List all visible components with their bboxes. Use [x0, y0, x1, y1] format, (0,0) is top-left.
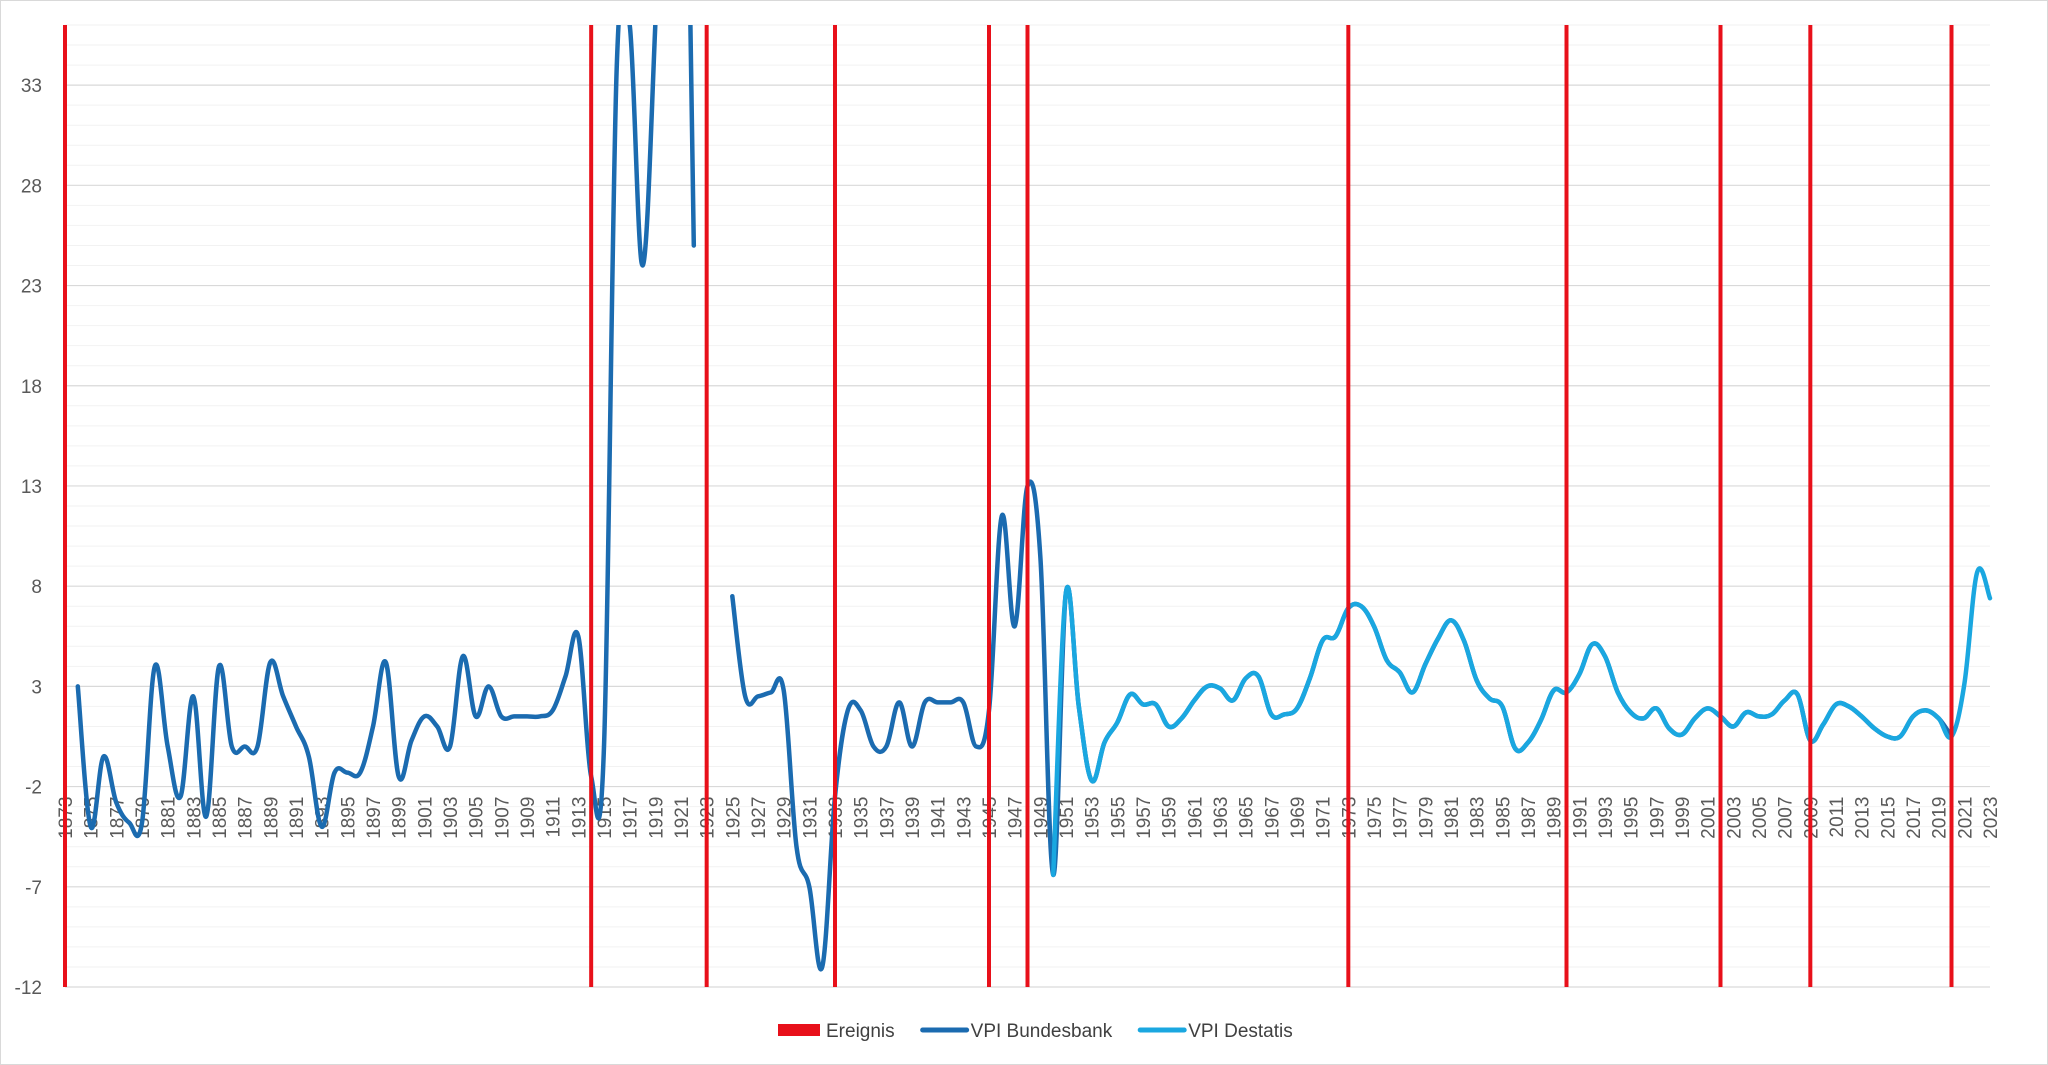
x-tick-label: 2005	[1750, 797, 1771, 839]
x-tick-label: 1989	[1545, 797, 1566, 839]
series-layer	[75, 25, 1993, 972]
x-tick-label: 1903	[441, 797, 462, 839]
x-tick-label: 1957	[1134, 797, 1155, 839]
x-tick-label: 1875	[82, 797, 103, 839]
x-tick-label: 1993	[1596, 797, 1617, 839]
y-tick-label: -2	[25, 778, 42, 799]
x-tick-label: 1917	[621, 797, 642, 839]
y-tick-label: 3	[31, 677, 42, 698]
y-tick-label: 18	[21, 377, 42, 398]
x-tick-label: 1929	[775, 797, 796, 839]
x-tick-label: 1979	[1416, 797, 1437, 839]
x-tick-label: 1899	[390, 797, 411, 839]
x-tick-label: 1997	[1647, 797, 1668, 839]
x-tick-label: 1961	[1185, 797, 1206, 839]
x-tick-label: 1991	[1570, 797, 1591, 839]
x-tick-label: 2019	[1930, 797, 1951, 839]
legend-item-destatis: VPI Destatis	[1137, 1021, 1293, 1042]
x-tick-label: 1907	[492, 797, 513, 839]
series-line-bundesbank	[75, 25, 658, 839]
y-tick-label: -7	[25, 878, 42, 899]
x-tick-label: 1881	[159, 797, 180, 839]
x-tick-label: 2023	[1981, 797, 2002, 839]
x-tick-label: 1959	[1160, 797, 1181, 839]
x-tick-label: 1971	[1314, 797, 1335, 839]
x-tick-label: 1983	[1468, 797, 1489, 839]
legend-label: VPI Bundesbank	[971, 1021, 1113, 1042]
x-tick-label: 2017	[1904, 797, 1925, 839]
x-tick-label: 2015	[1878, 797, 1899, 839]
series-line-bundesbank	[688, 25, 697, 248]
x-tick-label: 1911	[544, 797, 565, 838]
legend-label: VPI Destatis	[1188, 1021, 1293, 1042]
x-axis: 1873187518771879188118831885188718891891…	[56, 797, 2002, 839]
x-tick-label: 1977	[1391, 797, 1412, 839]
y-tick-label: 28	[21, 176, 42, 197]
x-tick-label: 1921	[672, 797, 693, 839]
x-tick-label: 1999	[1673, 797, 1694, 839]
x-tick-label: 1975	[1365, 797, 1386, 839]
x-tick-label: 1941	[929, 797, 950, 839]
x-tick-label: 1925	[723, 797, 744, 839]
y-tick-label: 8	[31, 577, 42, 598]
x-tick-label: 1969	[1288, 797, 1309, 839]
legend-label: Ereignis	[826, 1021, 895, 1042]
x-tick-label: 1985	[1493, 797, 1514, 839]
y-tick-label: 33	[21, 76, 42, 97]
x-tick-label: 1939	[903, 797, 924, 839]
x-tick-label: 1889	[261, 797, 282, 839]
legend-item-events: Ereignis	[778, 1021, 895, 1042]
x-tick-label: 1919	[646, 797, 667, 839]
x-tick-label: 1967	[1262, 797, 1283, 839]
x-tick-label: 1897	[364, 797, 385, 839]
x-tick-label: 2011	[1827, 797, 1848, 838]
x-tick-label: 1937	[877, 797, 898, 839]
x-tick-label: 1947	[1006, 797, 1027, 839]
x-tick-label: 1885	[210, 797, 231, 839]
x-tick-label: 2013	[1853, 797, 1874, 839]
x-tick-label: 1927	[749, 797, 770, 839]
x-tick-label: 1987	[1519, 797, 1540, 839]
x-tick-label: 1935	[852, 797, 873, 839]
x-tick-label: 1913	[569, 797, 590, 839]
x-tick-label: 1883	[184, 797, 205, 839]
x-tick-label: 1901	[415, 797, 436, 839]
legend-swatch-events	[778, 1024, 820, 1036]
x-tick-label: 2007	[1776, 797, 1797, 839]
x-tick-label: 1877	[107, 797, 128, 839]
series-destatis	[1050, 566, 1993, 878]
y-tick-label: -12	[15, 978, 42, 999]
x-tick-label: 1951	[1057, 797, 1078, 839]
event-lines	[63, 25, 1954, 987]
legend: Ereignis VPI Bundesbank VPI Destatis	[778, 1021, 1293, 1042]
x-tick-label: 1891	[287, 797, 308, 839]
x-tick-label: 1995	[1622, 797, 1643, 839]
x-tick-label: 1943	[954, 797, 975, 839]
series-line-destatis	[1050, 566, 1993, 878]
x-tick-label: 1981	[1442, 797, 1463, 839]
x-tick-label: 1895	[338, 797, 359, 839]
x-tick-label: 2001	[1699, 797, 1720, 839]
x-tick-label: 1905	[467, 797, 488, 839]
x-tick-label: 1931	[800, 797, 821, 839]
x-tick-label: 1909	[518, 797, 539, 839]
x-tick-label: 1887	[236, 797, 257, 839]
x-tick-label: 1963	[1211, 797, 1232, 839]
x-tick-label: 1955	[1108, 797, 1129, 839]
x-tick-label: 2021	[1955, 797, 1976, 839]
x-tick-label: 1953	[1083, 797, 1104, 839]
y-tick-label: 13	[21, 477, 42, 498]
x-tick-label: 1965	[1237, 797, 1258, 839]
y-axis: -12 -7 -2 3 8 13 18 23 28 33	[15, 76, 42, 999]
x-tick-label: 2003	[1724, 797, 1745, 839]
y-tick-label: 23	[21, 277, 42, 298]
legend-item-bundesbank: VPI Bundesbank	[920, 1021, 1113, 1042]
